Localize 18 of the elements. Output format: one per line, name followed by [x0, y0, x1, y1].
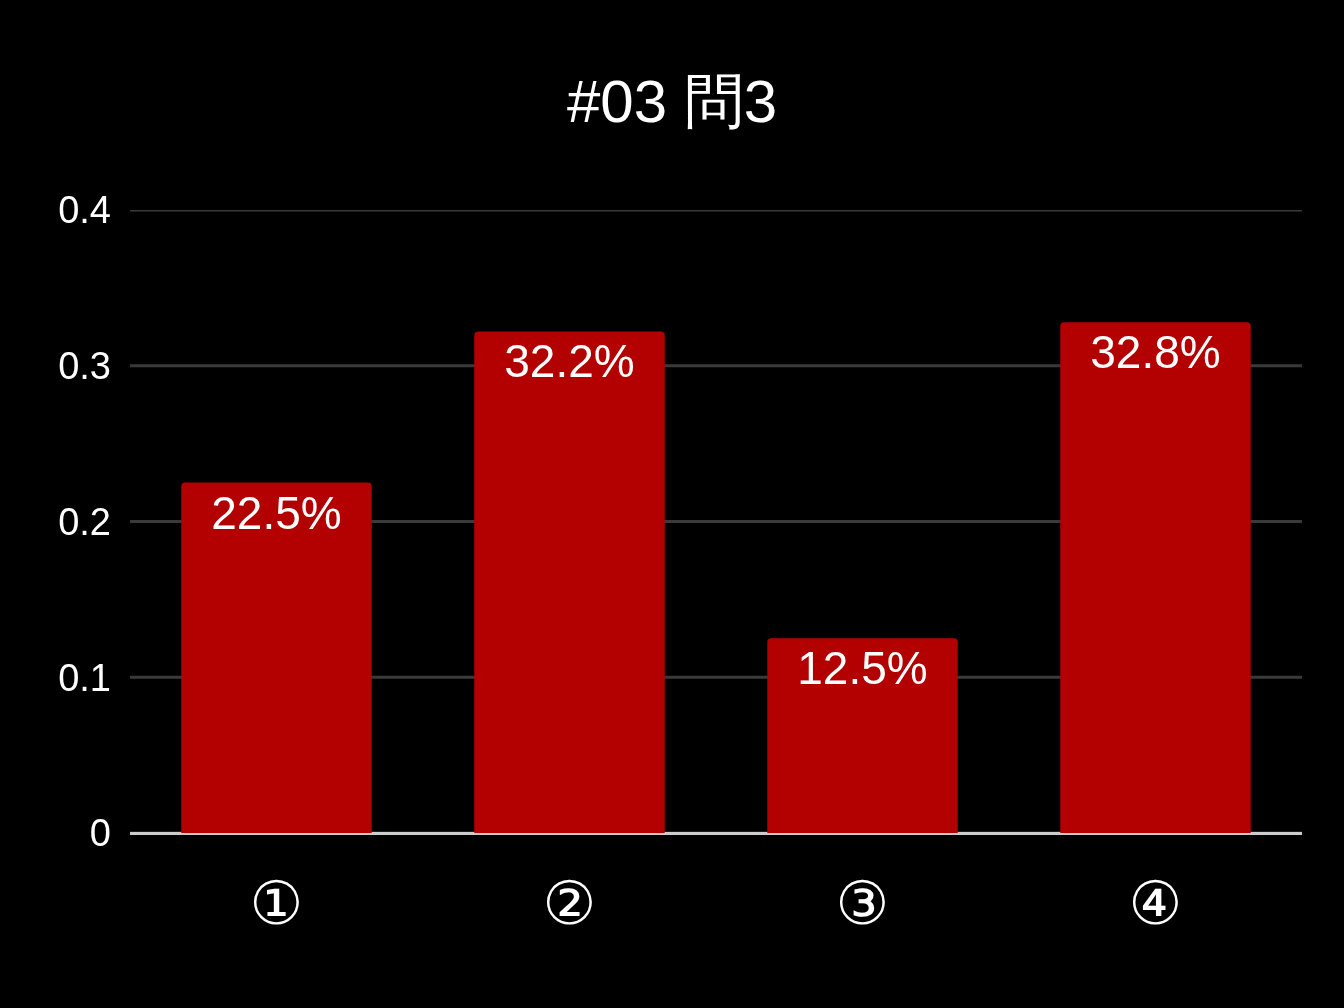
chart-title: #03 問3	[566, 67, 778, 135]
y-tick-label: 0.3	[58, 345, 111, 388]
data-label: 22.5%	[211, 486, 342, 539]
y-tick-label: 0.2	[58, 500, 111, 543]
data-label: 12.5%	[797, 642, 928, 695]
data-label: 32.8%	[1090, 326, 1221, 379]
x-tick-label: ③	[835, 870, 890, 937]
bar	[1060, 322, 1251, 833]
y-tick-label: 0.1	[58, 656, 111, 699]
x-tick-label: ①	[249, 870, 304, 937]
x-tick-label: ④	[1128, 870, 1183, 937]
data-label: 32.2%	[504, 335, 635, 388]
y-tick-label: 0.4	[58, 189, 111, 232]
x-tick-label: ②	[542, 870, 597, 937]
bar	[767, 638, 958, 833]
bar	[474, 331, 665, 833]
bar	[181, 482, 372, 833]
y-tick-label: 0	[89, 812, 111, 855]
